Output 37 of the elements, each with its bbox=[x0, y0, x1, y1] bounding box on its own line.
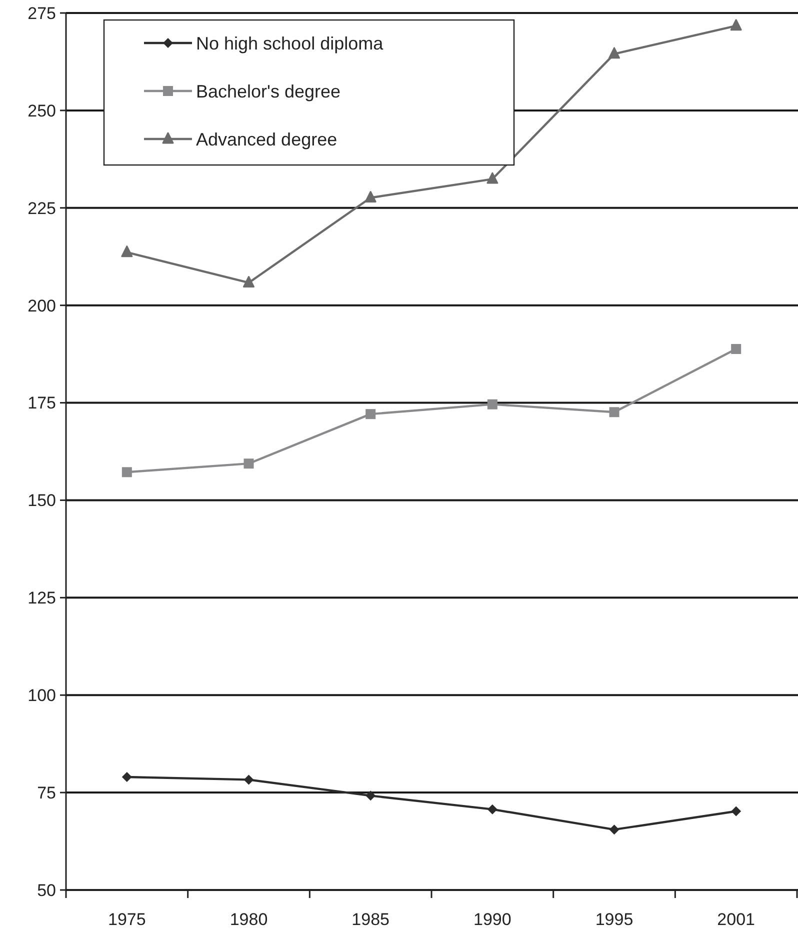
point bbox=[244, 458, 254, 469]
y-tick-label: 175 bbox=[28, 394, 56, 413]
point bbox=[487, 399, 498, 410]
y-tick-label: 50 bbox=[37, 880, 56, 900]
point bbox=[730, 19, 742, 31]
x-tick-label: 1995 bbox=[595, 910, 634, 929]
point bbox=[609, 824, 620, 835]
y-tick-label: 100 bbox=[28, 686, 56, 706]
legend-label: Advanced degree bbox=[196, 129, 338, 150]
point bbox=[608, 47, 620, 59]
y-tick-label: 250 bbox=[28, 101, 56, 120]
y-tick-label: 200 bbox=[28, 296, 56, 316]
point bbox=[364, 191, 376, 203]
x-tick-label: 1980 bbox=[230, 910, 268, 929]
y-tick-label: 275 bbox=[28, 4, 56, 23]
x-tick-label: 1990 bbox=[474, 910, 512, 929]
point bbox=[122, 772, 132, 782]
point bbox=[609, 407, 620, 418]
point bbox=[486, 172, 498, 184]
point bbox=[243, 276, 254, 288]
legend-label: No high school diploma bbox=[196, 33, 384, 54]
x-tick-label: 1975 bbox=[108, 910, 146, 929]
x-tick-label: 2001 bbox=[717, 910, 755, 929]
point bbox=[244, 774, 254, 785]
point bbox=[366, 790, 376, 801]
point bbox=[121, 246, 133, 258]
point bbox=[366, 409, 376, 420]
y-tick-label: 125 bbox=[28, 588, 56, 608]
point bbox=[487, 804, 498, 814]
point bbox=[731, 806, 742, 816]
y-tick-label: 150 bbox=[28, 491, 56, 510]
point bbox=[122, 467, 132, 478]
x-tick-label: 1985 bbox=[352, 910, 390, 929]
y-tick-label: 225 bbox=[28, 198, 56, 218]
point bbox=[731, 344, 742, 354]
legend-label: Bachelor's degree bbox=[196, 81, 341, 102]
y-tick-label: 75 bbox=[37, 784, 56, 803]
